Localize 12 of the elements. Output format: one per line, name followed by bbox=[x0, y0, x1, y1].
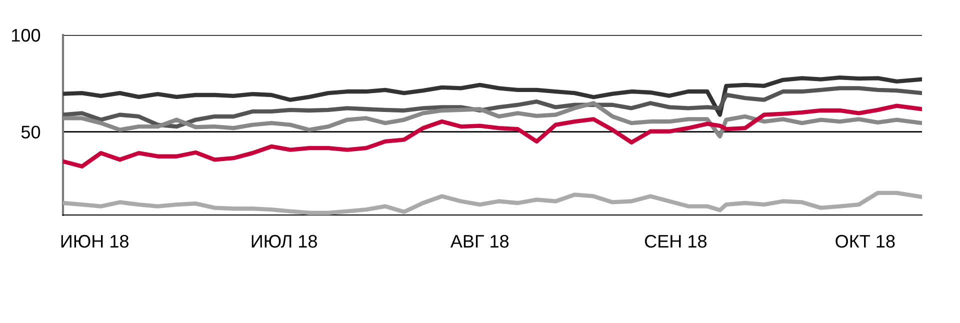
line-series bbox=[63, 101, 922, 139]
x-tick-label: АВГ 18 bbox=[450, 234, 509, 248]
line-series bbox=[63, 104, 922, 169]
x-tick-label: ОКТ 18 bbox=[836, 234, 895, 248]
x-tick-label: ИЮЛ 18 bbox=[252, 234, 317, 248]
y-tick-label: 50 bbox=[21, 126, 40, 138]
line-series bbox=[63, 86, 922, 129]
y-tick-label: 100 bbox=[12, 28, 40, 42]
line-series bbox=[63, 75, 922, 117]
x-tick-label: СЕН 18 bbox=[644, 234, 706, 248]
x-tick-label: ИЮН 18 bbox=[61, 234, 128, 248]
line-series bbox=[63, 190, 922, 215]
